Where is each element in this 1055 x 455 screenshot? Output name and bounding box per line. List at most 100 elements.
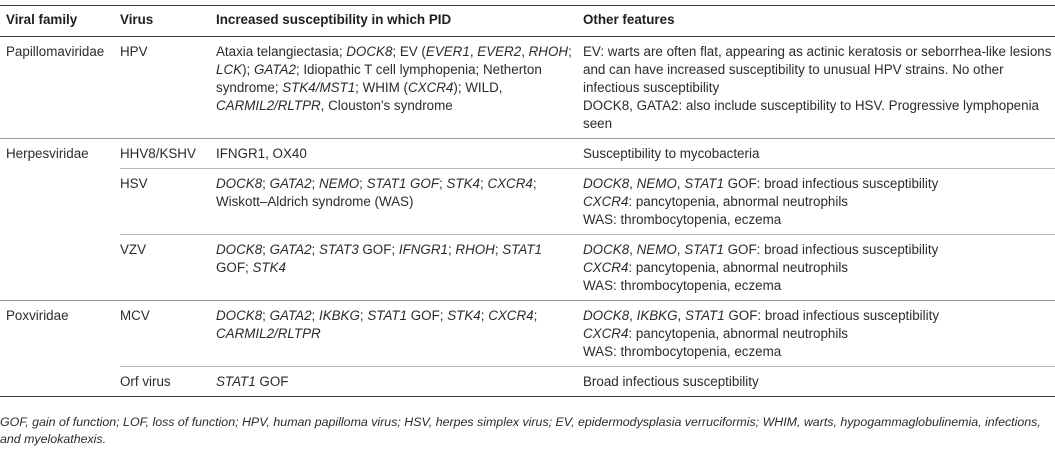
gene-name: CXCR4 (487, 176, 533, 191)
feature-line: DOCK8, NEMO, STAT1 GOF: broad infectious… (583, 175, 1055, 193)
feature-line: WAS: thrombocytopenia, eczema (583, 343, 1055, 361)
cell-pid: DOCK8; GATA2; IKBKG; STAT1 GOF; STK4; CX… (216, 300, 583, 367)
cell-other-features: Broad infectious susceptibility (583, 366, 1055, 397)
cell-virus: VZV (120, 234, 216, 301)
gene-name: STAT1 (684, 308, 725, 323)
feature-line: Broad infectious susceptibility (583, 373, 1055, 391)
gene-name: NEMO (636, 242, 677, 257)
text-run: ; (311, 242, 319, 257)
text-run: GOF; (216, 260, 253, 275)
table-row: Papillomaviridae HPV Ataxia telangiectasia… (0, 37, 1055, 139)
gene-name: CXCR4 (583, 194, 629, 209)
text-run: ); WILD, (453, 80, 503, 95)
text-run: , (469, 44, 478, 59)
gene-name: GATA2 (269, 308, 312, 323)
cell-viral-family: Herpesviridae (0, 138, 120, 169)
text-run: ; Idiopathic T cell lymphopenia; Nethert… (216, 62, 542, 95)
text-run: GOF: broad infectious susceptibility (723, 176, 939, 191)
table-row: Herpesviridae HHV8/KSHV IFNGR1, OX40 Suscep… (0, 138, 1055, 169)
table-row: VZV DOCK8; GATA2; STAT3 GOF; IFNGR1; RHOH… (0, 234, 1055, 301)
gene-name: CXCR4 (583, 260, 629, 275)
text-run: WAS: thrombocytopenia, eczema (583, 344, 782, 359)
gene-name: STK4 (252, 260, 286, 275)
gene-name: EVER2 (477, 44, 522, 59)
text-run: : pancytopenia, abnormal neutrophils (628, 326, 848, 341)
cell-other-features: DOCK8, IKBKG, STAT1 GOF: broad infectiou… (583, 300, 1055, 367)
cell-pid: DOCK8; GATA2; NEMO; STAT1 GOF; STK4; CXC… (216, 168, 583, 235)
gene-name: GATA2 (253, 62, 296, 77)
text-run: ; (480, 308, 489, 323)
text-run: , (521, 44, 529, 59)
text-run: : pancytopenia, abnormal neutrophils (628, 194, 848, 209)
table-body: Papillomaviridae HPV Ataxia telangiectasia… (0, 37, 1055, 397)
cell-other-features: DOCK8, NEMO, STAT1 GOF: broad infectious… (583, 234, 1055, 301)
cell-other-features: DOCK8, NEMO, STAT1 GOF: broad infectious… (583, 168, 1055, 235)
header-other-features: Other features (583, 5, 1055, 37)
cell-pid: DOCK8; GATA2; STAT3 GOF; IFNGR1; RHOH; S… (216, 234, 583, 301)
table-row: HSV DOCK8; GATA2; NEMO; STAT1 GOF; STK4; … (0, 168, 1055, 235)
gene-name: STAT1 (684, 242, 724, 257)
gene-name: EVER1 (425, 44, 470, 59)
gene-name: STK4/MST1 (282, 80, 356, 95)
text-run: , (629, 308, 637, 323)
gene-name: STK4 (446, 176, 480, 191)
text-run: ; (262, 176, 270, 191)
text-run: ; (568, 44, 572, 59)
gene-name: STAT1 (216, 374, 256, 389)
text-run: ; Wiskott–Aldrich syndrome (WAS) (216, 176, 537, 209)
feature-line: WAS: thrombocytopenia, eczema (583, 211, 1055, 229)
text-run: , (629, 242, 637, 257)
cell-pid: IFNGR1, OX40 (216, 138, 583, 169)
text-run: ; (533, 308, 538, 323)
gene-name: IKBKG (636, 308, 678, 323)
cell-virus: HPV (120, 44, 148, 59)
text-run: GOF: broad infectious susceptibility (724, 308, 940, 323)
text-run: ; (359, 176, 367, 191)
cell-virus: MCV (120, 300, 216, 367)
gene-name: STK4 (447, 308, 481, 323)
text-run: WAS: thrombocytopenia, eczema (583, 278, 782, 293)
text-run: ; (439, 176, 447, 191)
text-run: , (677, 308, 685, 323)
feature-line: DOCK8, NEMO, STAT1 GOF: broad infectious… (583, 241, 1055, 259)
cell-virus: HHV8/KSHV (120, 138, 216, 169)
feature-line: DOCK8, GATA2: also include susceptibilit… (583, 97, 1055, 133)
gene-name: DOCK8 (583, 176, 630, 191)
text-run: GOF; (407, 308, 448, 323)
gene-name: CXCR4 (407, 80, 454, 95)
gene-name: LCK (216, 62, 243, 77)
feature-line: WAS: thrombocytopenia, eczema (583, 277, 1055, 295)
gene-name: CXCR4 (583, 326, 629, 341)
text-run: ; EV ( (392, 44, 426, 59)
header-viral-family: Viral family (0, 5, 120, 37)
header-pid: Increased susceptibility in which PID (216, 5, 583, 37)
cell-virus: Orf virus (120, 366, 216, 397)
text-run: IFNGR1, OX40 (216, 146, 307, 161)
gene-name: DOCK8 (346, 44, 393, 59)
gene-name: IFNGR1 (398, 242, 448, 257)
text-run: GOF (255, 374, 289, 389)
gene-name: DOCK8 (216, 242, 263, 257)
feature-line: CXCR4: pancytopenia, abnormal neutrophil… (583, 259, 1055, 277)
cell-viral-family (0, 366, 120, 397)
feature-line: Susceptibility to mycobacteria (583, 145, 1055, 163)
gene-name: STAT1 GOF (366, 176, 440, 191)
gene-name: CARMIL2/RLTPR (216, 98, 321, 113)
gene-name: STAT1 (684, 176, 724, 191)
gene-name: STAT3 (318, 242, 359, 257)
text-run: ; (479, 176, 488, 191)
text-run: ; (359, 308, 368, 323)
text-run: , (676, 176, 685, 191)
cell-pid: Ataxia telangiectasia; DOCK8; EV (EVER1,… (216, 37, 583, 139)
gene-name: GATA2 (269, 242, 312, 257)
feature-line: CXCR4: pancytopenia, abnormal neutrophil… (583, 193, 1055, 211)
table-row: Orf virus STAT1 GOF Broad infectious susce… (0, 366, 1055, 397)
feature-line: EV: warts are often flat, appearing as a… (583, 43, 1055, 97)
cell-virus: HSV (120, 168, 216, 235)
viral-susceptibility-table: Viral family Virus Increased susceptibil… (0, 5, 1055, 397)
text-run: Ataxia telangiectasia; (216, 44, 347, 59)
text-run: ); (242, 62, 254, 77)
text-run: ; (262, 242, 270, 257)
text-run: ; (447, 242, 456, 257)
